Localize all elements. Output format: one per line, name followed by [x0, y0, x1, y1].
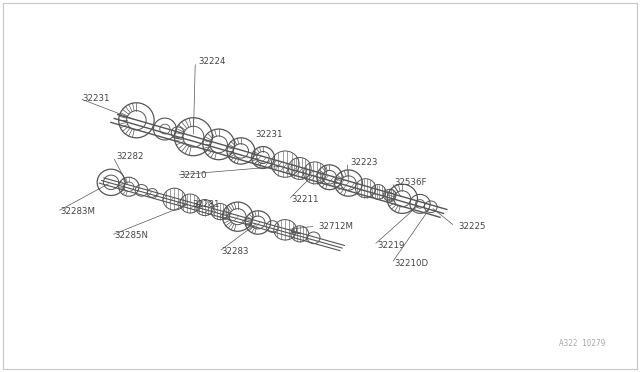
Text: 32210D: 32210D — [395, 259, 429, 268]
Text: 32224: 32224 — [198, 57, 226, 66]
Text: 32219: 32219 — [377, 241, 404, 250]
Text: 32712M: 32712M — [319, 222, 354, 231]
Text: 32223: 32223 — [350, 158, 378, 167]
Text: 32536F: 32536F — [395, 178, 428, 187]
Text: 32210: 32210 — [179, 170, 207, 180]
Text: 32282: 32282 — [116, 152, 143, 161]
Text: 32231: 32231 — [255, 131, 283, 140]
Text: 32231: 32231 — [83, 94, 110, 103]
Text: 32281: 32281 — [192, 200, 220, 209]
Text: 32283M: 32283M — [60, 207, 95, 216]
Text: A322 10279: A322 10279 — [559, 339, 605, 349]
Text: 32211: 32211 — [291, 195, 319, 204]
Text: 32283: 32283 — [222, 247, 250, 256]
Text: 32285N: 32285N — [115, 231, 148, 240]
Text: 32225: 32225 — [458, 222, 486, 231]
